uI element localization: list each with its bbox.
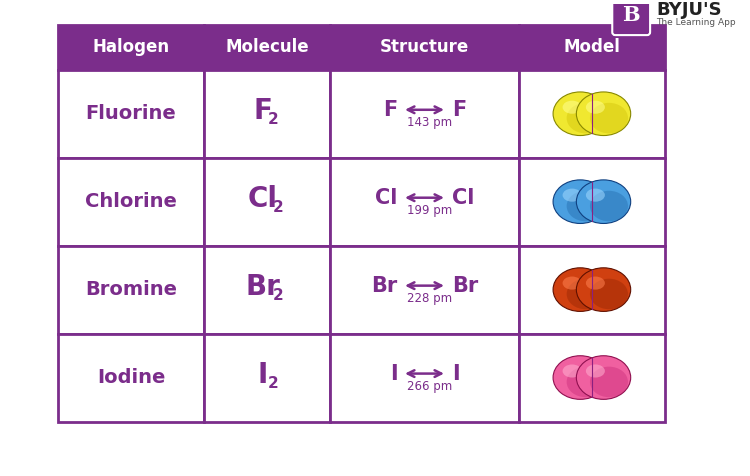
Text: Model: Model (563, 39, 620, 57)
Text: 199 pm: 199 pm (406, 204, 452, 217)
Text: Iodine: Iodine (97, 368, 165, 387)
Ellipse shape (590, 367, 628, 397)
Text: Cl: Cl (375, 188, 398, 208)
Text: F: F (383, 100, 398, 120)
Text: 2: 2 (267, 112, 278, 127)
Ellipse shape (562, 188, 581, 202)
Ellipse shape (586, 188, 605, 202)
Ellipse shape (586, 277, 605, 289)
FancyBboxPatch shape (330, 246, 519, 334)
Text: F: F (452, 100, 466, 120)
FancyBboxPatch shape (519, 334, 664, 422)
FancyBboxPatch shape (58, 246, 204, 334)
Ellipse shape (586, 100, 605, 114)
Text: 228 pm: 228 pm (406, 292, 452, 305)
Text: F: F (254, 97, 272, 125)
Text: The Learning App: The Learning App (656, 18, 736, 27)
Text: B: B (622, 5, 640, 25)
Ellipse shape (562, 365, 581, 377)
Text: 2: 2 (273, 288, 284, 303)
Text: 2: 2 (273, 200, 284, 215)
FancyBboxPatch shape (330, 25, 519, 70)
FancyBboxPatch shape (58, 25, 204, 70)
FancyBboxPatch shape (58, 70, 204, 158)
Text: Br: Br (371, 276, 398, 296)
FancyBboxPatch shape (204, 334, 330, 422)
FancyBboxPatch shape (612, 0, 650, 35)
FancyBboxPatch shape (519, 158, 664, 246)
FancyBboxPatch shape (330, 158, 519, 246)
Text: Cl: Cl (452, 188, 474, 208)
Ellipse shape (590, 103, 628, 133)
Ellipse shape (553, 268, 608, 311)
Text: Chlorine: Chlorine (85, 192, 177, 211)
Text: Halogen: Halogen (92, 39, 170, 57)
FancyBboxPatch shape (519, 25, 664, 70)
Ellipse shape (576, 356, 631, 399)
Text: BYJU'S: BYJU'S (656, 1, 722, 20)
Text: Br: Br (452, 276, 478, 296)
FancyBboxPatch shape (204, 158, 330, 246)
Text: I: I (452, 364, 459, 384)
Ellipse shape (586, 365, 605, 377)
Ellipse shape (567, 279, 604, 309)
FancyBboxPatch shape (519, 246, 664, 334)
Text: Fluorine: Fluorine (86, 104, 176, 123)
Text: I: I (390, 364, 398, 384)
Text: Br: Br (245, 273, 280, 301)
Text: 266 pm: 266 pm (406, 380, 452, 393)
Text: I: I (258, 360, 268, 388)
FancyBboxPatch shape (330, 334, 519, 422)
FancyBboxPatch shape (330, 70, 519, 158)
FancyBboxPatch shape (58, 158, 204, 246)
Text: 2: 2 (267, 376, 278, 391)
Ellipse shape (567, 103, 604, 133)
Ellipse shape (567, 367, 604, 397)
FancyBboxPatch shape (519, 70, 664, 158)
Text: Bromine: Bromine (85, 280, 177, 299)
FancyBboxPatch shape (204, 70, 330, 158)
Text: Cl: Cl (248, 185, 278, 213)
Ellipse shape (576, 92, 631, 136)
Text: Molecule: Molecule (225, 39, 309, 57)
Ellipse shape (562, 100, 581, 114)
FancyBboxPatch shape (58, 334, 204, 422)
Ellipse shape (576, 180, 631, 223)
Text: 143 pm: 143 pm (406, 116, 452, 129)
Ellipse shape (562, 277, 581, 289)
Ellipse shape (553, 180, 608, 223)
FancyBboxPatch shape (204, 25, 330, 70)
Ellipse shape (590, 191, 628, 221)
Ellipse shape (553, 356, 608, 399)
FancyBboxPatch shape (204, 246, 330, 334)
Ellipse shape (567, 191, 604, 221)
Ellipse shape (576, 268, 631, 311)
Text: Structure: Structure (380, 39, 470, 57)
Ellipse shape (553, 92, 608, 136)
Ellipse shape (590, 279, 628, 309)
